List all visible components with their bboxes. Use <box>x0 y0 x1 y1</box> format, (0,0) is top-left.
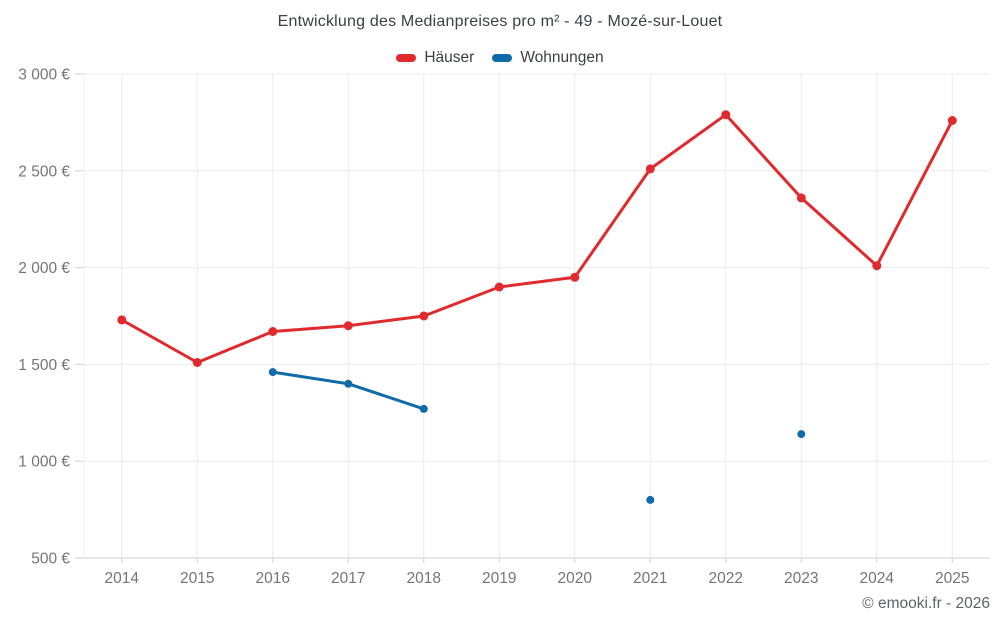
data-point-häuser-2015[interactable] <box>192 358 202 367</box>
chart-title: Entwicklung des Medianpreises pro m² - 4… <box>277 13 723 30</box>
x-tick-label: 2021 <box>633 570 667 587</box>
data-point-häuser-2014[interactable] <box>117 315 127 325</box>
legend-item-häuser[interactable]: Häuser <box>396 49 474 67</box>
y-tick-label: 500 € <box>31 551 70 568</box>
data-point-häuser-2020[interactable] <box>570 272 580 282</box>
series-line-wohnungen <box>273 372 802 434</box>
x-tick-label: 2018 <box>407 570 441 587</box>
data-point-wohnungen-2021[interactable] <box>646 495 655 504</box>
data-point-wohnungen-2018[interactable] <box>419 404 428 413</box>
data-point-häuser-2025[interactable] <box>947 116 957 125</box>
y-tick-label: 1 000 € <box>18 454 70 471</box>
x-tick-label: 2017 <box>331 570 365 587</box>
data-point-häuser-2019[interactable] <box>494 282 504 292</box>
data-point-wohnungen-2017[interactable] <box>344 379 353 388</box>
x-tick-label: 2016 <box>256 570 290 587</box>
x-tick-label: 2019 <box>482 570 516 587</box>
data-point-häuser-2024[interactable] <box>872 261 882 271</box>
copyright-text: © emooki.fr - 2026 <box>862 595 990 612</box>
legend-label: Häuser <box>424 49 475 66</box>
chart-legend: Häuser Wohnungen <box>0 47 1000 69</box>
legend-label: Wohnungen <box>520 49 604 66</box>
data-point-häuser-2022[interactable] <box>721 110 731 120</box>
x-tick-label: 2015 <box>180 570 214 587</box>
data-point-häuser-2016[interactable] <box>268 327 278 336</box>
data-point-häuser-2021[interactable] <box>645 164 655 174</box>
x-tick-label: 2025 <box>935 570 969 587</box>
legend-item-wohnungen[interactable]: Wohnungen <box>492 49 604 67</box>
series-line-häuser <box>120 113 954 364</box>
x-tick-label: 2022 <box>709 570 743 587</box>
legend-swatch-icon <box>492 54 513 62</box>
y-tick-label: 2 500 € <box>18 163 70 180</box>
y-tick-label: 3 000 € <box>18 67 70 84</box>
x-tick-label: 2023 <box>784 570 818 587</box>
data-point-wohnungen-2016[interactable] <box>268 368 277 377</box>
x-tick-label: 2020 <box>558 570 593 587</box>
legend-swatch-icon <box>396 54 417 62</box>
x-tick-label: 2024 <box>860 570 895 587</box>
data-point-häuser-2017[interactable] <box>343 321 353 331</box>
data-point-häuser-2018[interactable] <box>419 311 429 321</box>
y-tick-label: 1 500 € <box>18 357 70 374</box>
x-tick-label: 2014 <box>105 570 140 587</box>
data-point-wohnungen-2023[interactable] <box>797 430 806 439</box>
data-point-häuser-2023[interactable] <box>796 193 806 203</box>
y-tick-label: 2 000 € <box>18 260 70 277</box>
